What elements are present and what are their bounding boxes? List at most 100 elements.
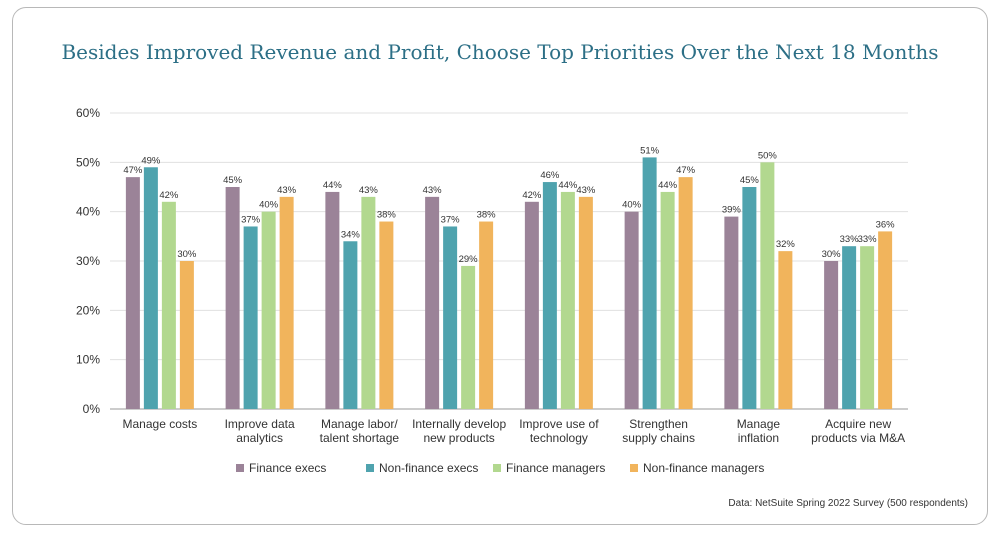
- data-label: 29%: [459, 254, 479, 265]
- data-label: 36%: [876, 219, 896, 230]
- bar: [778, 251, 793, 409]
- bar: [842, 246, 857, 409]
- bar: [425, 196, 440, 409]
- data-label: 43%: [359, 185, 379, 196]
- data-label: 44%: [558, 180, 578, 191]
- bar: [125, 177, 140, 409]
- data-label: 30%: [822, 249, 842, 260]
- source-note: Data: NetSuite Spring 2022 Survey (500 r…: [728, 498, 968, 509]
- bar: [678, 177, 693, 409]
- data-label: 44%: [658, 180, 678, 191]
- legend-swatch: [366, 464, 374, 472]
- legend: Finance execs Non-finance execs Finance ma…: [236, 461, 764, 475]
- gridlines: [110, 112, 908, 410]
- data-label: 45%: [740, 175, 760, 186]
- data-label: 38%: [377, 210, 397, 221]
- x-tick-label: inflation: [738, 431, 779, 445]
- data-label: 45%: [223, 175, 243, 186]
- bar: [479, 221, 494, 409]
- legend-item: Finance managers: [493, 461, 605, 475]
- bar: [578, 196, 593, 409]
- bar: [243, 226, 258, 409]
- data-label: 44%: [323, 180, 343, 191]
- data-label: 46%: [540, 170, 560, 181]
- data-label: 49%: [141, 155, 161, 166]
- bar: [343, 241, 358, 409]
- bar: [443, 226, 458, 409]
- legend-item: Finance execs: [236, 461, 326, 475]
- bar: [461, 265, 476, 409]
- data-label: 37%: [441, 214, 461, 225]
- data-label: 42%: [159, 190, 179, 201]
- y-tick-label: 60%: [76, 106, 100, 120]
- bar: [860, 246, 875, 409]
- bar: [143, 167, 158, 409]
- x-tick-label: Manage: [737, 417, 781, 431]
- data-label: 47%: [123, 165, 143, 176]
- bar: [261, 211, 276, 409]
- y-tick-label: 40%: [76, 205, 100, 219]
- legend-item: Non-finance execs: [366, 461, 478, 475]
- bar: [742, 187, 757, 409]
- x-tick-label: technology: [530, 431, 588, 445]
- bar: [878, 231, 893, 409]
- data-label: 43%: [277, 185, 297, 196]
- bars: [125, 157, 893, 409]
- legend-label: Finance managers: [506, 461, 605, 475]
- legend-swatch: [236, 464, 244, 472]
- bar: [642, 157, 657, 409]
- bar: [624, 211, 639, 409]
- legend-label: Non-finance execs: [379, 461, 478, 475]
- data-label: 51%: [640, 145, 660, 156]
- legend-label: Non-finance managers: [643, 461, 764, 475]
- bar: [179, 261, 194, 409]
- data-label: 34%: [341, 229, 361, 240]
- chart-title: Besides Improved Revenue and Profit, Cho…: [61, 40, 939, 64]
- data-label: 43%: [423, 185, 443, 196]
- x-tick-label: Manage costs: [123, 417, 198, 431]
- data-label: 38%: [477, 210, 497, 221]
- y-tick-label: 10%: [76, 353, 100, 367]
- legend-label: Finance execs: [249, 461, 326, 475]
- legend-item: Non-finance managers: [630, 461, 764, 475]
- bar: [660, 191, 675, 409]
- x-tick-label: new products: [423, 431, 494, 445]
- bar: [560, 191, 575, 409]
- y-tick-label: 30%: [76, 254, 100, 268]
- data-label: 30%: [177, 249, 197, 260]
- y-axis-ticks: 0% 10% 20% 30% 40% 50% 60%: [76, 106, 100, 416]
- data-label: 47%: [676, 165, 696, 176]
- data-label: 33%: [840, 234, 860, 245]
- bar: [524, 201, 539, 409]
- data-label: 39%: [722, 205, 742, 216]
- data-label: 42%: [522, 190, 542, 201]
- x-tick-label: Strengthen: [629, 417, 688, 431]
- bar: [361, 196, 376, 409]
- data-label: 40%: [259, 200, 279, 211]
- data-label: 33%: [858, 234, 878, 245]
- bar: [824, 261, 839, 409]
- bar: [225, 187, 240, 409]
- y-tick-label: 50%: [76, 155, 100, 169]
- x-tick-label: Improve use of: [519, 417, 599, 431]
- x-tick-label: analytics: [236, 431, 283, 445]
- x-tick-label: supply chains: [622, 431, 695, 445]
- bar: [161, 201, 176, 409]
- bar: [325, 191, 340, 409]
- bar: [724, 216, 739, 409]
- x-tick-label: talent shortage: [320, 431, 400, 445]
- data-label: 32%: [776, 239, 796, 250]
- y-tick-label: 0%: [83, 402, 101, 416]
- x-tick-label: products via M&A: [811, 431, 905, 445]
- bar: [279, 196, 294, 409]
- x-tick-label: Improve data: [225, 417, 295, 431]
- data-label: 50%: [758, 150, 778, 161]
- bar: [379, 221, 394, 409]
- x-tick-label: Internally develop: [412, 417, 506, 431]
- legend-swatch: [630, 464, 638, 472]
- x-tick-label: Manage labor/: [321, 417, 398, 431]
- bar: [542, 182, 557, 409]
- data-label: 43%: [576, 185, 596, 196]
